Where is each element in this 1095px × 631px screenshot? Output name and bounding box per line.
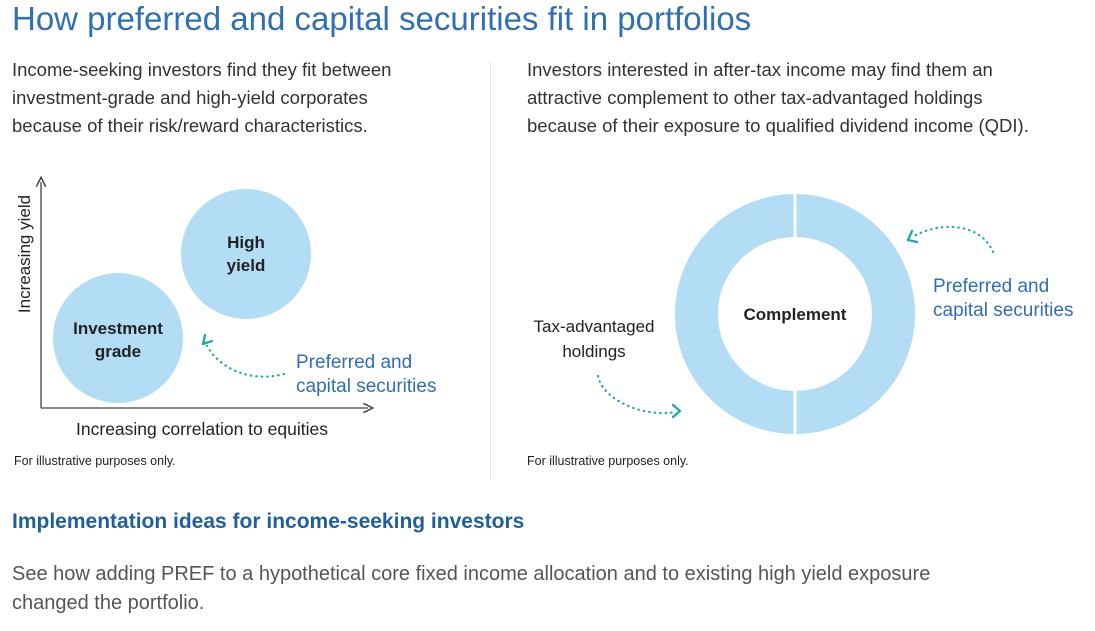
dotted-arrow-icon (205, 344, 286, 378)
dotted-arrow-icon (912, 225, 995, 254)
tax-advantaged-label: holdings (562, 342, 625, 361)
implementation-body: See how adding PREF to a hypothetical co… (12, 560, 930, 618)
high-yield-bubble (181, 189, 311, 319)
investment-grade-label: grade (95, 342, 141, 361)
left-description-line: because of their risk/reward characteris… (12, 115, 368, 136)
left-disclaimer: For illustrative purposes only. (14, 454, 176, 468)
implementation-body-line: changed the portfolio. (12, 592, 205, 614)
callout-label: Preferred and (296, 352, 412, 373)
right-description-line: attractive complement to other tax-advan… (527, 87, 983, 108)
panel-divider (490, 62, 491, 480)
callout-label: Preferred and (933, 276, 1049, 297)
implementation-heading: Implementation ideas for income-seeking … (12, 510, 525, 533)
right-description-line: Investors interested in after-tax income… (527, 59, 993, 80)
left-description-line: investment-grade and high-yield corporat… (12, 87, 368, 108)
page-title: How preferred and capital securities fit… (12, 0, 752, 37)
callout-label: capital securities (933, 300, 1073, 321)
dotted-arrow-icon (596, 374, 678, 415)
center-label: Complement (744, 305, 847, 324)
arrowhead-icon (671, 403, 682, 419)
arrowhead-icon (906, 229, 919, 244)
y-axis-label: Increasing yield (15, 195, 34, 313)
right-disclaimer: For illustrative purposes only. (527, 454, 689, 468)
investment-grade-bubble (53, 273, 183, 403)
investment-grade-label: Investment (73, 319, 163, 338)
arrowhead-icon (201, 333, 214, 346)
high-yield-label: High (227, 233, 265, 252)
high-yield-label: yield (227, 256, 266, 275)
callout-label: capital securities (296, 376, 436, 397)
left-description-line: Income-seeking investors find they fit b… (12, 59, 392, 80)
left-description: Income-seeking investors find they fit b… (12, 56, 391, 140)
right-description: Investors interested in after-tax income… (527, 56, 1029, 140)
tax-advantaged-label: Tax-advantaged (534, 317, 655, 336)
right-description-line: because of their exposure to qualified d… (527, 115, 1029, 136)
implementation-body-line: See how adding PREF to a hypothetical co… (12, 563, 931, 585)
x-axis-label: Increasing correlation to equities (76, 419, 328, 439)
